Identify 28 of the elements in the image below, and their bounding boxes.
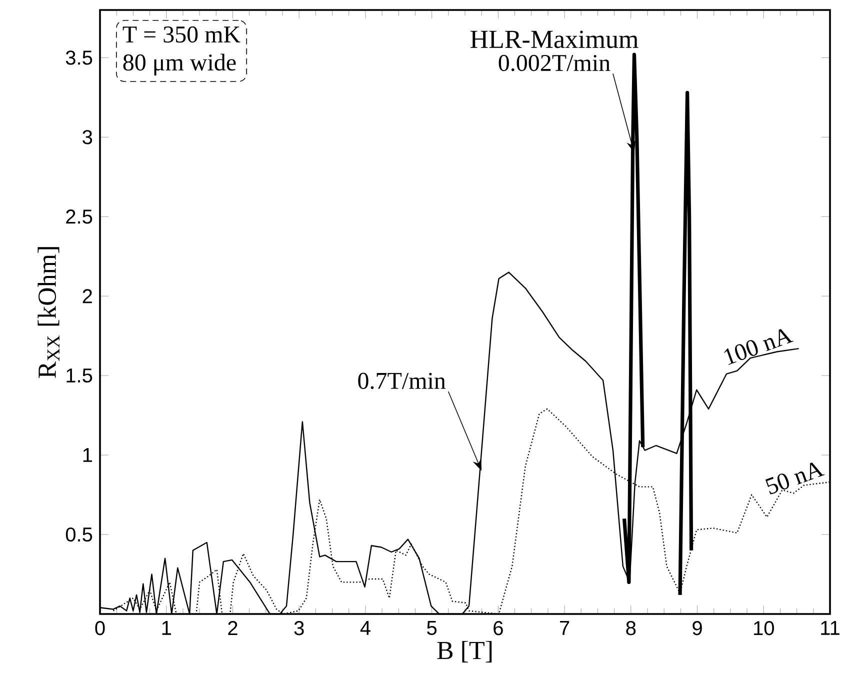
y-tick-label: 1 — [83, 448, 92, 462]
x-tick-label: 5 — [427, 621, 437, 635]
x-tick-label: 1 — [162, 621, 171, 635]
x-tick-label: 11 — [821, 621, 840, 635]
y-tick-label: 3.5 — [66, 50, 92, 65]
y-tick-label: 0.5 — [66, 527, 92, 542]
annotation: HLR-Maximum — [470, 30, 638, 48]
y-tick-label: 3 — [82, 130, 92, 144]
x-tick-label: 0 — [95, 621, 105, 636]
x-tick-label: 4 — [360, 621, 370, 635]
x-tick-label: 3 — [294, 621, 304, 636]
x-axis-title: B [T] — [437, 640, 492, 662]
x-tick-label: 10 — [754, 621, 774, 636]
x-tick-label: 7 — [560, 621, 570, 635]
annotation: 0.7T/min — [358, 372, 446, 390]
x-tick-label: 2 — [228, 621, 238, 636]
annotation: 0.002T/min — [498, 54, 610, 72]
x-tick-label: 6 — [494, 621, 503, 636]
annotation: T = 350 mK — [122, 26, 240, 43]
y-tick-label: 2 — [82, 289, 92, 304]
x-tick-label: 9 — [692, 621, 702, 636]
text: 100 nA — [724, 329, 794, 365]
y-tick-label: 1.5 — [66, 368, 92, 383]
annotation: 80 μm wide — [123, 54, 236, 76]
y-axis-title: R$_{XX}$ [kOhm] — [38, 247, 60, 378]
y-tick-label: 2.5 — [66, 210, 92, 224]
x-tick-label: 8 — [626, 621, 636, 636]
text: 50 nA — [765, 462, 825, 494]
